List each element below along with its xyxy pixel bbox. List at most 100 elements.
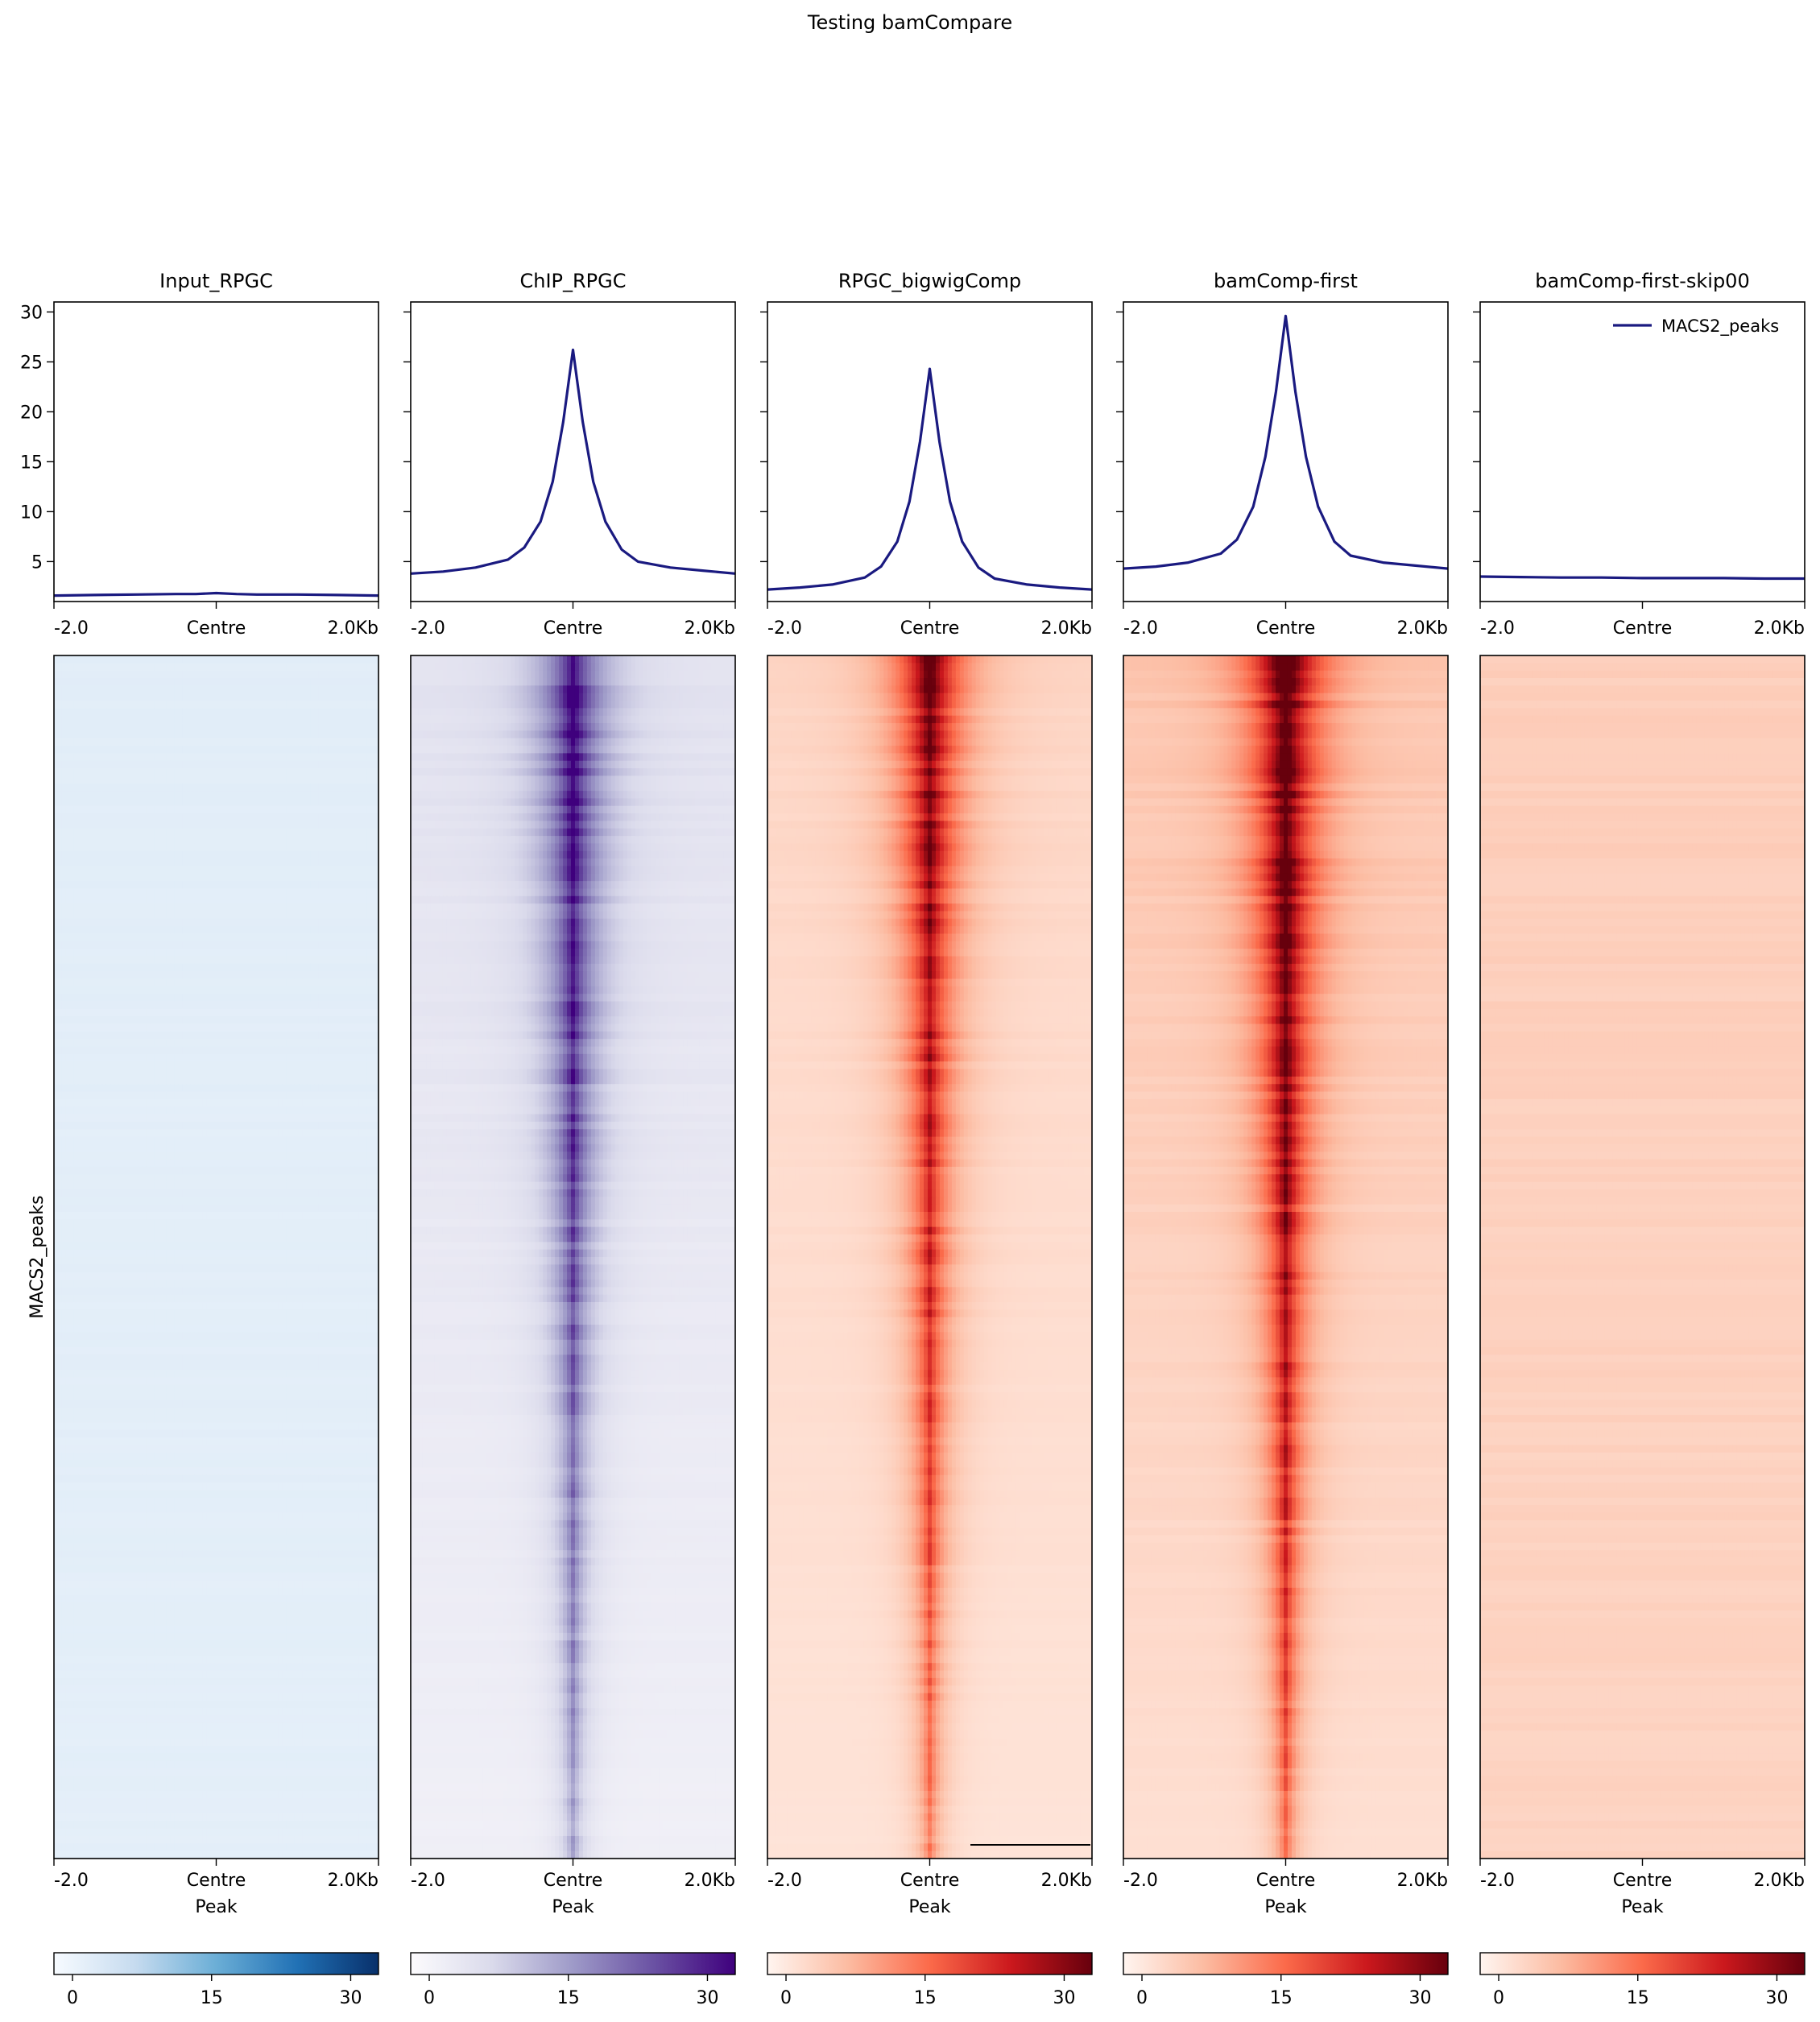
heatmap-cell: [279, 791, 283, 799]
heatmap-cell: [298, 798, 303, 806]
profile-ytick-label: 30: [20, 303, 43, 323]
heatmap-cell: [306, 1077, 311, 1085]
heatmap-cell: [254, 685, 259, 693]
heatmap-cell: [275, 701, 279, 709]
heatmap-cell: [54, 1047, 59, 1055]
heatmap-cell: [106, 874, 111, 882]
heatmap-cell: [206, 671, 211, 679]
heatmap-cell: [90, 896, 95, 904]
heatmap-cell: [142, 1099, 147, 1107]
heatmap-cell: [298, 836, 303, 844]
heatmap-cell: [98, 761, 103, 769]
heatmap-cell: [302, 775, 307, 784]
heatmap-cell: [267, 1069, 271, 1077]
heatmap-cell: [370, 716, 375, 724]
heatmap-cell: [66, 843, 71, 851]
heatmap-cell: [310, 881, 315, 889]
heatmap-cell: [295, 1016, 300, 1024]
heatmap-cell: [150, 881, 155, 889]
heatmap-cell: [78, 821, 83, 829]
heatmap-cell: [302, 716, 307, 724]
heatmap-cell: [154, 768, 159, 776]
heatmap-cell: [267, 798, 271, 806]
heatmap-cell: [310, 1009, 315, 1017]
heatmap-cell: [310, 806, 315, 814]
heatmap-cell: [202, 888, 207, 896]
heatmap-cell: [283, 851, 287, 859]
heatmap-cell: [130, 761, 135, 769]
heatmap-cell: [218, 716, 223, 724]
heatmap-cell: [302, 888, 307, 896]
heatmap-cell: [130, 888, 135, 896]
heatmap-cell: [254, 1039, 259, 1047]
heatmap-cell: [210, 813, 215, 821]
heatmap-cell: [322, 957, 327, 965]
heatmap-cell: [342, 979, 347, 987]
heatmap-cell: [370, 836, 375, 844]
heatmap-cell: [338, 1047, 343, 1055]
heatmap-cell: [267, 874, 271, 882]
heatmap-cell: [279, 994, 283, 1002]
heatmap-cell: [162, 843, 167, 851]
heatmap-cell: [118, 858, 123, 866]
heatmap-cell: [287, 655, 292, 664]
heatmap-cell: [350, 994, 355, 1002]
heatmap-cell: [263, 775, 267, 784]
heatmap-cell: [279, 1106, 283, 1114]
heatmap-cell: [238, 829, 243, 837]
heatmap-cell: [138, 1039, 143, 1047]
heatmap-cell: [250, 941, 255, 949]
heatmap-cell: [222, 746, 227, 754]
heatmap-cell: [154, 716, 159, 724]
heatmap-cell: [254, 851, 259, 859]
heatmap-cell: [114, 903, 119, 912]
heatmap-cell: [298, 746, 303, 754]
heatmap-cell: [283, 1054, 287, 1062]
heatmap-cell: [66, 768, 71, 776]
heatmap-cell: [98, 1099, 103, 1107]
heatmap-cell: [362, 971, 367, 979]
heatmap-cell: [90, 851, 95, 859]
heatmap-cell: [86, 851, 91, 859]
heatmap-cell: [54, 1039, 59, 1047]
heatmap-cell: [170, 957, 175, 965]
heatmap-cell: [202, 911, 207, 919]
heatmap-cell: [206, 979, 211, 987]
heatmap-cell: [170, 1054, 175, 1062]
heatmap-cell: [279, 723, 283, 731]
heatmap-cell: [158, 836, 163, 844]
heatmap-cell: [334, 1069, 339, 1077]
heatmap-cell: [174, 941, 179, 949]
heatmap-cell: [334, 1009, 339, 1017]
heatmap-cell: [114, 843, 119, 851]
heatmap-cell: [326, 1009, 331, 1017]
heatmap-cell: [346, 1092, 351, 1100]
heatmap-cell: [130, 949, 135, 957]
heatmap-cell: [362, 836, 367, 844]
heatmap-cell: [267, 911, 271, 919]
heatmap-cell: [130, 813, 135, 821]
heatmap-cell: [54, 858, 59, 866]
heatmap-cell: [130, 851, 135, 859]
heatmap-cell: [194, 1054, 199, 1062]
heatmap-cell: [150, 1024, 155, 1032]
heatmap-cell: [110, 851, 115, 859]
heatmap-cell: [350, 874, 355, 882]
heatmap-cell: [238, 730, 243, 738]
heatmap-cell: [287, 784, 292, 792]
heatmap-cell: [263, 708, 267, 716]
heatmap-cell: [150, 716, 155, 724]
heatmap-cell: [234, 663, 239, 671]
heatmap-cell: [338, 858, 343, 866]
heatmap-cell: [98, 716, 103, 724]
heatmap-cell: [310, 888, 315, 896]
heatmap-cell: [362, 1002, 367, 1010]
heatmap-cell: [362, 746, 367, 754]
heatmap-cell: [162, 730, 167, 738]
heatmap-cell: [102, 1099, 107, 1107]
heatmap-cell: [86, 896, 91, 904]
heatmap-cell: [334, 708, 339, 716]
heatmap-cell: [142, 821, 147, 829]
heatmap-cell: [263, 994, 267, 1002]
heatmap-cell: [74, 798, 79, 806]
